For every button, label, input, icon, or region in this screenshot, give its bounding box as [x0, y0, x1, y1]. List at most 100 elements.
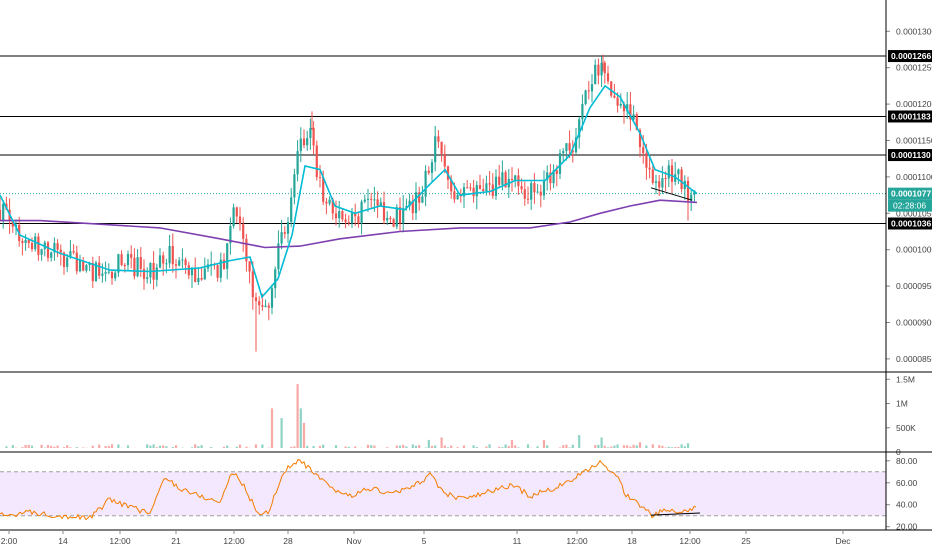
candle-body [165, 263, 168, 265]
rsi-tick-label: 40.00 [896, 500, 918, 510]
candle-body [562, 151, 565, 154]
candle-body [478, 185, 482, 189]
time-tick-label: 25 [741, 536, 751, 546]
candle-body [50, 252, 53, 258]
candle-body [158, 255, 162, 268]
candle-body [443, 153, 446, 167]
candle-body [482, 188, 485, 192]
candle-body [315, 145, 318, 178]
candle-body [398, 207, 402, 224]
volume-bar [434, 445, 437, 448]
candle-body [11, 221, 14, 227]
candle-body [392, 219, 395, 227]
volume-bar [293, 446, 296, 448]
candle-body [514, 175, 517, 181]
candle-body [453, 191, 456, 200]
candle-body [475, 185, 478, 197]
candle-body [277, 243, 280, 270]
candle-body [510, 178, 514, 181]
candle-body [693, 190, 696, 195]
rsi-trendline [650, 512, 701, 516]
volume-bar [603, 445, 606, 448]
candle-body [261, 305, 264, 307]
candle-body [539, 191, 542, 196]
candle-body [632, 114, 635, 120]
volume-bar [40, 444, 43, 448]
volume-bar [622, 445, 626, 448]
volume-bar [677, 446, 680, 448]
candle-body [370, 198, 373, 200]
candle-body [72, 251, 75, 253]
candle-body [664, 178, 667, 180]
volume-bar [613, 445, 616, 448]
time-tick-label: 12:00 [566, 536, 588, 546]
candle-body [344, 219, 347, 223]
volume-bar [488, 444, 491, 448]
candle-body [174, 264, 178, 266]
candle-body [286, 222, 290, 234]
candle-body [347, 222, 350, 224]
volume-bar [558, 447, 562, 448]
volume-bar [296, 384, 299, 448]
candle-body [485, 183, 488, 192]
level-tag [888, 50, 932, 63]
time-tick-label: 21 [171, 536, 181, 546]
volume-bar [507, 446, 510, 448]
volume-bar [302, 422, 306, 448]
candle-body [408, 200, 411, 207]
volume-bar [152, 444, 155, 448]
volume-bar [245, 446, 248, 448]
candle-body [200, 277, 203, 280]
volume-bar [405, 446, 408, 448]
panel-frame [0, 0, 932, 531]
candle-body [296, 151, 299, 175]
candle-body [373, 199, 376, 201]
volume-bar [680, 444, 683, 448]
volume-bar [536, 446, 539, 448]
candle-body [526, 198, 530, 200]
volume-bar [645, 445, 648, 448]
candle-body [686, 180, 690, 201]
volume-bar [616, 444, 619, 448]
volume-bar [322, 444, 325, 448]
candle-body [606, 73, 610, 82]
rsi-tick-label: 60.00 [896, 478, 918, 488]
candle-body [354, 212, 357, 217]
candle-body [546, 172, 549, 181]
candle-body [322, 177, 325, 202]
volume-bar [674, 447, 677, 448]
candle-body [421, 196, 424, 203]
volume-bar [280, 418, 283, 448]
candle-body [648, 167, 651, 170]
candle-body [418, 192, 421, 203]
candle-body [203, 268, 206, 280]
candle-body [248, 261, 251, 272]
candle-body [434, 136, 437, 163]
candle-body [357, 216, 360, 224]
volume-bar [69, 447, 72, 448]
candle-body [136, 257, 139, 277]
volume-bar [174, 445, 178, 448]
candle-body [642, 147, 645, 154]
volume-bar [427, 439, 430, 448]
candle-body [590, 84, 594, 92]
candle-body [21, 240, 24, 244]
candle-body [114, 272, 117, 279]
candle-body [498, 176, 501, 185]
candle-body [677, 169, 680, 175]
candle-body [462, 187, 466, 197]
candle-body [40, 249, 43, 255]
volume-bar [24, 444, 27, 448]
price-tick-label: 0.0001150 [896, 136, 932, 146]
candle-body [424, 170, 427, 197]
volume-bar [418, 445, 421, 448]
time-tick-label: Dec [835, 536, 851, 546]
x-axis: 2:00 14 12:00 21 12:00 28 Nov 5 11 12:00 18 12:00 25… [1, 530, 851, 546]
candle-body [184, 259, 187, 266]
candle-body [155, 267, 158, 280]
candle-body [594, 64, 597, 85]
candle-body [366, 198, 370, 200]
volume-bar [402, 444, 405, 448]
candle-body [91, 263, 94, 282]
